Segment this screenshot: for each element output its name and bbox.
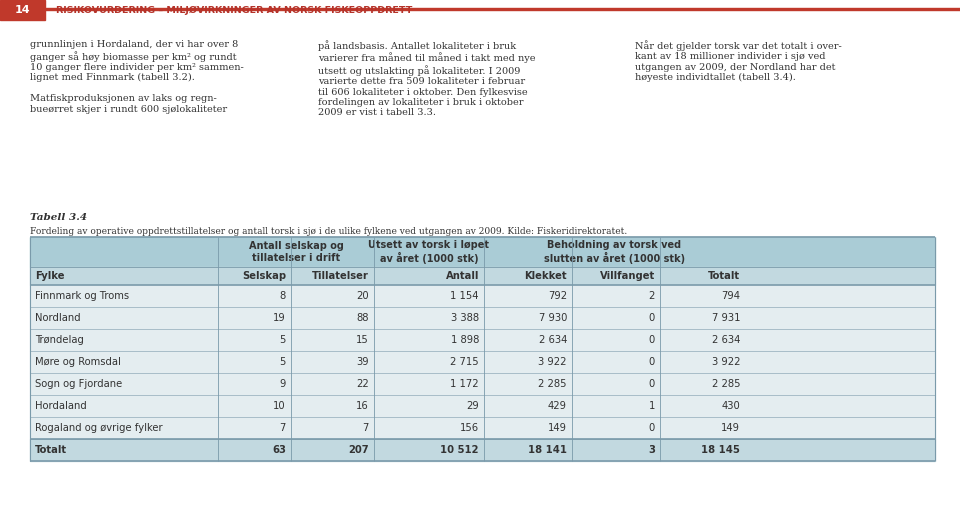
- Bar: [30, 351, 935, 373]
- Text: 39: 39: [356, 357, 369, 367]
- Text: Antall selskap og
tillatelser i drift: Antall selskap og tillatelser i drift: [249, 241, 344, 263]
- Text: 19: 19: [274, 313, 286, 323]
- Text: 1 172: 1 172: [450, 379, 479, 389]
- Text: 149: 149: [548, 423, 567, 433]
- Text: 0: 0: [649, 423, 655, 433]
- Text: 156: 156: [460, 423, 479, 433]
- Text: 10: 10: [274, 401, 286, 411]
- Text: Møre og Romsdal: Møre og Romsdal: [35, 357, 121, 367]
- Text: Villfanget: Villfanget: [600, 271, 655, 281]
- Bar: [45, 8, 960, 10]
- Text: Antall: Antall: [445, 271, 479, 281]
- Bar: [30, 307, 935, 329]
- Text: 792: 792: [548, 291, 567, 301]
- Text: Tabell 3.4: Tabell 3.4: [30, 213, 87, 222]
- Text: 63: 63: [272, 445, 286, 455]
- Text: 16: 16: [356, 401, 369, 411]
- Text: 430: 430: [721, 401, 740, 411]
- Text: 3 922: 3 922: [539, 357, 567, 367]
- Text: 7: 7: [363, 423, 369, 433]
- Text: Rogaland og øvrige fylker: Rogaland og øvrige fylker: [35, 423, 162, 433]
- Text: 3: 3: [648, 445, 655, 455]
- Text: 88: 88: [356, 313, 369, 323]
- Bar: [30, 417, 935, 439]
- Text: grunnlinjen i Hordaland, der vi har over 8
ganger så høy biomasse per km² og run: grunnlinjen i Hordaland, der vi har over…: [30, 40, 244, 114]
- Bar: [30, 395, 935, 417]
- Text: Fordeling av operative oppdrettstillatelser og antall torsk i sjø i de ulike fyl: Fordeling av operative oppdrettstillatel…: [30, 227, 627, 236]
- Text: Trøndelag: Trøndelag: [35, 335, 84, 345]
- Text: 2 634: 2 634: [539, 335, 567, 345]
- Text: 149: 149: [721, 423, 740, 433]
- Text: 2 634: 2 634: [711, 335, 740, 345]
- Text: 29: 29: [467, 401, 479, 411]
- Text: Hordaland: Hordaland: [35, 401, 86, 411]
- Text: Beholdning av torsk ved
slutten av året (1000 stk): Beholdning av torsk ved slutten av året …: [544, 240, 685, 264]
- Text: 794: 794: [721, 291, 740, 301]
- Text: Totalt: Totalt: [35, 445, 67, 455]
- Bar: [30, 329, 935, 351]
- Text: 10 512: 10 512: [441, 445, 479, 455]
- Text: 2 285: 2 285: [711, 379, 740, 389]
- Text: Utsett av torsk i løpet
av året (1000 stk): Utsett av torsk i løpet av året (1000 st…: [369, 240, 490, 264]
- Text: 22: 22: [356, 379, 369, 389]
- Text: 5: 5: [279, 357, 286, 367]
- Text: Når det gjelder torsk var det totalt i over-
kant av 18 millioner individer i sj: Når det gjelder torsk var det totalt i o…: [635, 40, 842, 82]
- Text: RISIKOVURDERING – MILJØVIRKNINGER AV NORSK FISKEOPPDRETT: RISIKOVURDERING – MILJØVIRKNINGER AV NOR…: [56, 5, 413, 15]
- Text: 9: 9: [279, 379, 286, 389]
- Text: 0: 0: [649, 335, 655, 345]
- Bar: [30, 373, 935, 395]
- Bar: [30, 267, 935, 285]
- Text: 18 145: 18 145: [701, 445, 740, 455]
- Text: Klekket: Klekket: [524, 271, 567, 281]
- Text: 7 930: 7 930: [539, 313, 567, 323]
- Text: 2 715: 2 715: [450, 357, 479, 367]
- Bar: [30, 285, 935, 307]
- Text: Fylke: Fylke: [35, 271, 64, 281]
- Text: 1 154: 1 154: [450, 291, 479, 301]
- Text: 5: 5: [279, 335, 286, 345]
- Bar: [0, 0, 45, 20]
- Text: 2: 2: [649, 291, 655, 301]
- Text: 18 141: 18 141: [528, 445, 567, 455]
- Text: Sogn og Fjordane: Sogn og Fjordane: [35, 379, 122, 389]
- Text: 1 898: 1 898: [450, 335, 479, 345]
- Text: Nordland: Nordland: [35, 313, 81, 323]
- Text: 8: 8: [279, 291, 286, 301]
- Text: 207: 207: [348, 445, 369, 455]
- Text: 0: 0: [649, 379, 655, 389]
- Text: 1: 1: [649, 401, 655, 411]
- Text: 0: 0: [649, 313, 655, 323]
- Bar: [30, 237, 935, 267]
- Text: 7 931: 7 931: [711, 313, 740, 323]
- Bar: [30, 439, 935, 461]
- Text: 7: 7: [279, 423, 286, 433]
- Text: 3 388: 3 388: [451, 313, 479, 323]
- Text: Selskap: Selskap: [242, 271, 286, 281]
- Text: Tillatelser: Tillatelser: [312, 271, 369, 281]
- Text: 3 922: 3 922: [711, 357, 740, 367]
- Text: 20: 20: [356, 291, 369, 301]
- Text: 2 285: 2 285: [539, 379, 567, 389]
- Text: 15: 15: [356, 335, 369, 345]
- Text: Totalt: Totalt: [708, 271, 740, 281]
- Text: 14: 14: [14, 5, 30, 15]
- Text: 429: 429: [548, 401, 567, 411]
- Text: på landsbasis. Antallet lokaliteter i bruk
varierer fra måned til måned i takt m: på landsbasis. Antallet lokaliteter i br…: [318, 40, 536, 117]
- Text: Finnmark og Troms: Finnmark og Troms: [35, 291, 130, 301]
- Text: 0: 0: [649, 357, 655, 367]
